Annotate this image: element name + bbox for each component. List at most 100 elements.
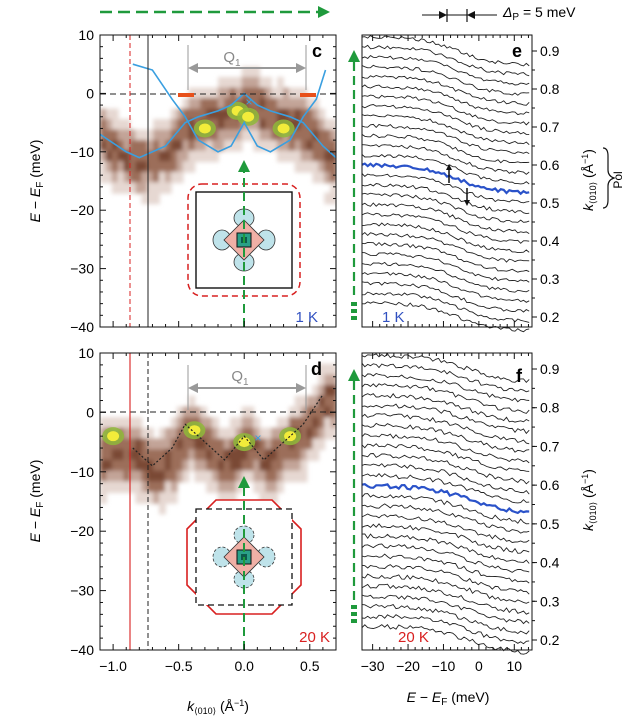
heatmap-cell	[206, 470, 214, 483]
heatmap-cell	[312, 438, 320, 451]
heatmap-cell	[294, 470, 302, 483]
edc-curve	[361, 443, 530, 472]
heatmap-cell	[306, 449, 314, 461]
heatmap-cell	[141, 182, 149, 194]
heatmap-cell	[159, 449, 166, 461]
heatmap-cell	[318, 438, 326, 451]
heatmap-cell	[170, 492, 178, 504]
heatmap-cell	[111, 119, 119, 131]
heatmap-cell	[259, 449, 267, 461]
heatmap-cell	[135, 182, 143, 194]
heatmap-cell	[135, 161, 143, 173]
heatmap-cell	[105, 140, 113, 152]
heatmap-cell	[229, 119, 237, 131]
heatmap-cell	[324, 171, 332, 184]
heatmap-cell	[170, 150, 178, 163]
heatmap-cell	[324, 119, 332, 131]
edc-curve	[361, 291, 530, 323]
heatmap-cell	[253, 87, 261, 100]
heatmap-cell	[153, 171, 160, 184]
heatmap-cell	[129, 459, 137, 472]
heatmap-cell	[223, 481, 231, 493]
heatmap-cell	[164, 171, 172, 184]
right-tick-label: 0.7	[540, 119, 560, 135]
panel-f-letter: f	[516, 366, 523, 386]
x-tick-label: 0.0	[234, 658, 254, 674]
heatmap-cell	[318, 385, 326, 397]
heatmap-cell	[324, 161, 332, 173]
heatmap-cell	[117, 470, 125, 483]
y-tick-label: −10	[70, 464, 94, 480]
panel-e-temperature: 1 K	[382, 309, 405, 326]
y-tick-label: 10	[78, 27, 94, 43]
heatmap-cell	[147, 470, 155, 483]
heatmap-cell	[318, 395, 326, 408]
heatmap-cell	[330, 395, 336, 408]
heatmap-cell	[288, 108, 296, 121]
heatmap-cell	[117, 182, 125, 194]
edc-curve	[361, 403, 530, 435]
edc-curve	[361, 463, 530, 495]
heatmap-cell	[123, 438, 131, 451]
panel-e-right-axis-label: k⟨010⟩ (Å−1)	[580, 149, 598, 211]
heatmap-cell	[259, 119, 267, 131]
heatmap-cell	[271, 459, 278, 472]
heatmap-cell	[129, 438, 137, 451]
heatmap-cell	[218, 77, 225, 89]
heatmap-cell	[153, 459, 160, 472]
heatmap-cell	[229, 427, 237, 440]
edc-curve	[361, 583, 530, 615]
heatmap-cell	[170, 161, 178, 173]
edc-curve	[361, 154, 530, 185]
heatmap-cell	[259, 470, 267, 483]
y-tick-label: −40	[70, 642, 94, 658]
bright-spot-core	[198, 123, 211, 134]
right-tick-label: 0.9	[540, 43, 560, 59]
heatmap-cell	[271, 427, 278, 440]
heatmap-cell	[100, 161, 107, 173]
edc-curve	[361, 353, 530, 383]
heatmap-cell	[218, 129, 225, 142]
heatmap-cell	[117, 438, 125, 451]
panel-e: e 1 K ΔP = 5 meV 0.90.80.70.60.50.40.30.…	[361, 4, 623, 333]
heatmap-cell	[164, 161, 172, 173]
heatmap-cell	[206, 449, 214, 461]
panel-e-letter: e	[512, 41, 522, 61]
heatmap-cell	[229, 459, 237, 472]
heatmap-cell	[229, 129, 237, 142]
edc-curve	[361, 114, 530, 146]
heatmap-cell	[153, 119, 160, 131]
panel-c-y-axis-label: E − EF (meV)	[27, 140, 46, 223]
heatmap-cell	[277, 77, 284, 89]
heatmap-cell	[324, 129, 332, 142]
heatmap-cell	[100, 492, 107, 504]
heatmap-cell	[265, 438, 273, 451]
heatmap-cell	[277, 470, 284, 483]
heatmap-cell	[218, 470, 225, 483]
heatmap-cell	[182, 459, 190, 472]
heatmap-cell	[247, 417, 255, 429]
heatmap-cell	[212, 129, 219, 142]
heatmap-cell	[194, 87, 202, 100]
heatmap-cell	[117, 481, 125, 493]
heatmap-cell	[182, 119, 190, 131]
heatmap-cell	[265, 87, 273, 100]
heatmap-cell	[194, 150, 202, 163]
heatmap-cell	[218, 492, 225, 504]
right-tick-label: 0.8	[540, 400, 560, 416]
y-tick-label: −10	[70, 144, 94, 160]
edc-curve	[361, 183, 530, 215]
heatmap-cell	[241, 449, 249, 461]
heatmap-cell	[271, 98, 278, 110]
x-tick-label: −30	[361, 658, 385, 674]
panel-d-q1-bracket	[187, 365, 307, 410]
heatmap-cell	[294, 406, 302, 419]
heatmap-cell	[330, 385, 336, 397]
heatmap-cell	[218, 98, 225, 110]
heatmap-cell	[330, 182, 336, 194]
heatmap-cell	[123, 459, 131, 472]
heatmap-cell	[300, 150, 308, 163]
heatmap-cell	[223, 492, 231, 504]
heatmap-cell	[288, 98, 296, 110]
heatmap-cell	[300, 427, 308, 440]
